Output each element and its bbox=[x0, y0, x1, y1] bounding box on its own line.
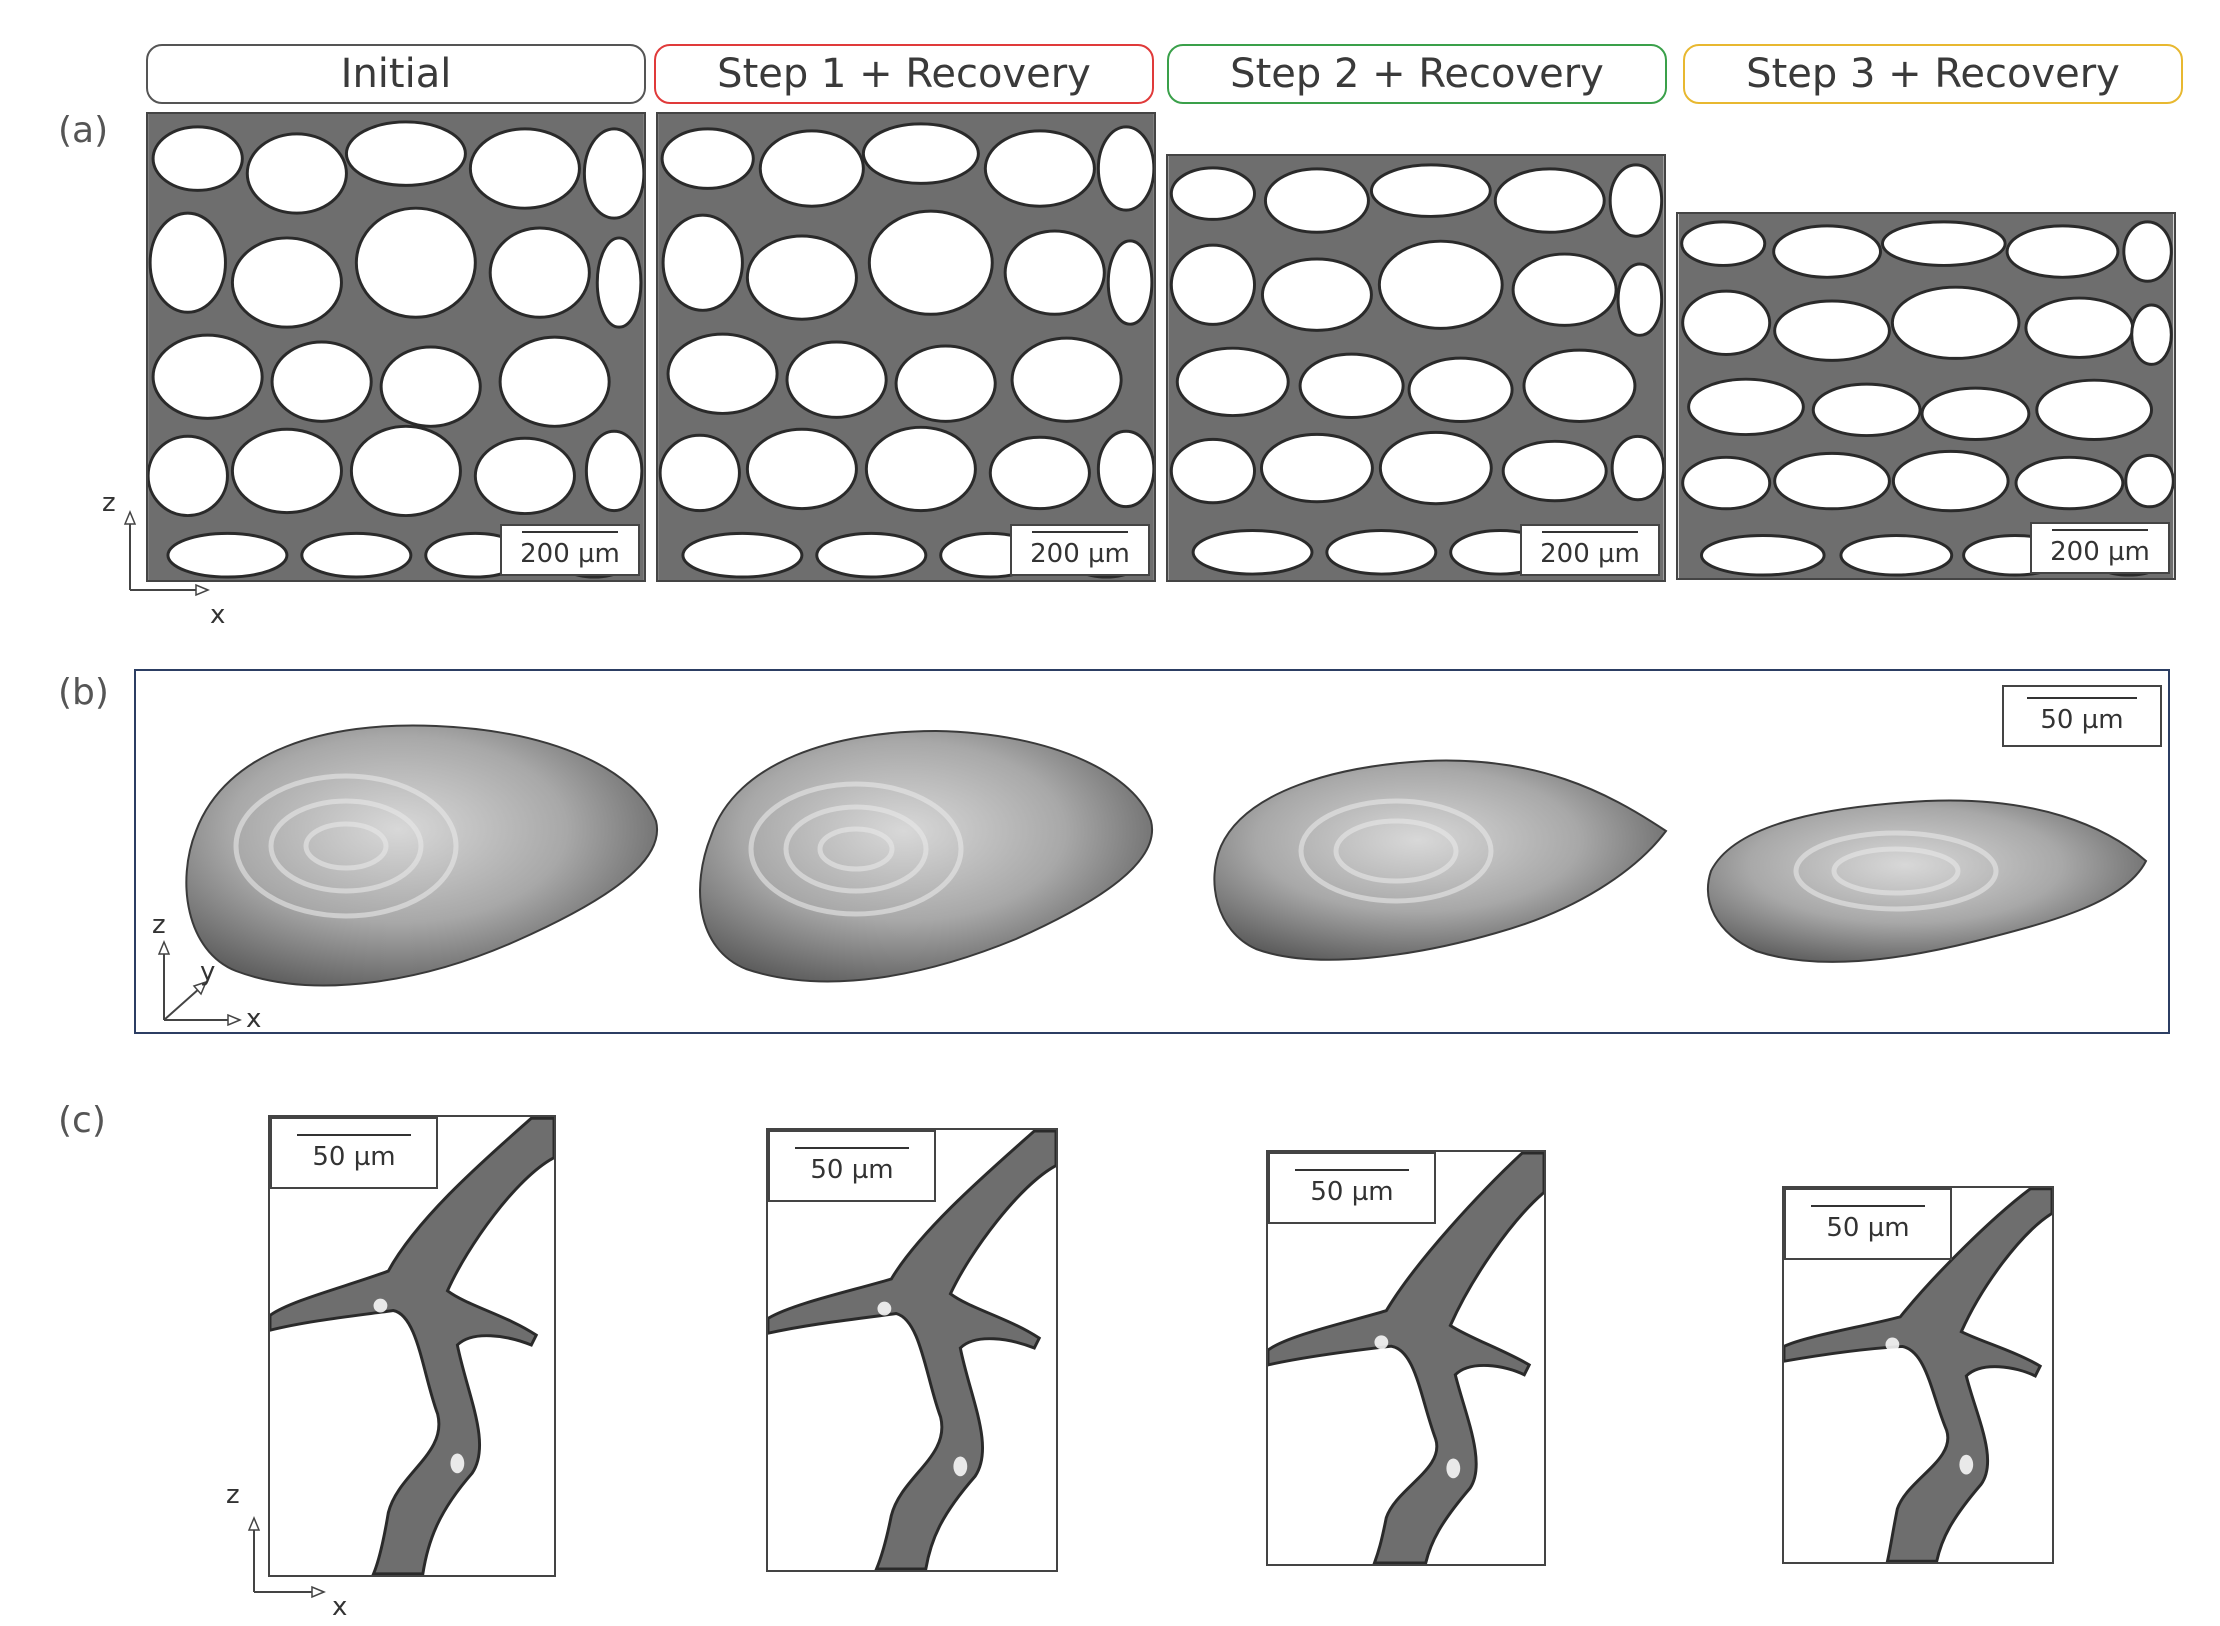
axis-y-b: y bbox=[200, 957, 216, 987]
axes-c bbox=[238, 1500, 338, 1610]
strut-panel-step1: 50 µm bbox=[766, 1128, 1058, 1572]
axis-z-a: z bbox=[102, 488, 116, 518]
scale-bar-label: 200 µm bbox=[1540, 539, 1640, 569]
scale-bar-c-step3: 50 µm bbox=[1784, 1188, 1952, 1260]
axes-b bbox=[150, 930, 260, 1030]
foam-structure-initial bbox=[148, 114, 644, 580]
scale-bar-line bbox=[522, 531, 618, 533]
axis-x-b: x bbox=[246, 1004, 262, 1034]
axes-arrows-icon bbox=[247, 1516, 326, 1599]
panel-label-a: (a) bbox=[58, 110, 109, 151]
scale-bar-label: 200 µm bbox=[520, 539, 620, 569]
axes-a bbox=[118, 490, 218, 600]
cell-step3 bbox=[1707, 799, 2148, 963]
scale-bar-line bbox=[1810, 1205, 1926, 1207]
scale-bar-label: 200 µm bbox=[1030, 539, 1130, 569]
strut-structure-initial bbox=[270, 1117, 554, 1575]
cell-3d-sequence bbox=[185, 724, 2148, 987]
scale-bar-line bbox=[1542, 531, 1638, 533]
foam-panel-step2: 200 µm bbox=[1166, 154, 1666, 582]
header-step1: Step 1 + Recovery bbox=[654, 44, 1154, 104]
axis-z-c: z bbox=[226, 1480, 240, 1510]
scale-bar-c-initial: 50 µm bbox=[270, 1117, 438, 1189]
axis-x-a: x bbox=[210, 600, 226, 630]
strut-structure-step2 bbox=[1268, 1152, 1544, 1564]
strut-structure-step3 bbox=[1784, 1188, 2052, 1562]
scale-bar-c-step2: 50 µm bbox=[1268, 1152, 1436, 1224]
header-step3: Step 3 + Recovery bbox=[1683, 44, 2183, 104]
panel-b-frame: 50 µm bbox=[134, 669, 2170, 1034]
cell-step1 bbox=[699, 729, 1154, 983]
header-step2: Step 2 + Recovery bbox=[1167, 44, 1667, 104]
cell-step2 bbox=[1213, 759, 1668, 961]
scale-bar-line bbox=[296, 1134, 412, 1136]
strut-structure-step1 bbox=[768, 1130, 1056, 1570]
scale-bar-label: 50 µm bbox=[312, 1142, 396, 1172]
foam-structure-step2 bbox=[1168, 156, 1664, 580]
scale-bar-line bbox=[1294, 1169, 1410, 1171]
cell-initial bbox=[185, 724, 659, 987]
scale-bar-line bbox=[794, 1147, 910, 1149]
scale-bar-line bbox=[1032, 531, 1128, 533]
scale-bar-initial: 200 µm bbox=[500, 524, 640, 576]
scale-bar-step2: 200 µm bbox=[1520, 524, 1660, 576]
strut-panel-step3: 50 µm bbox=[1782, 1186, 2054, 1564]
axes-arrows-icon bbox=[123, 510, 210, 597]
foam-panel-step3: 200 µm bbox=[1676, 212, 2176, 580]
scale-bar-label: 50 µm bbox=[1310, 1177, 1394, 1207]
foam-structure-step1 bbox=[658, 114, 1154, 580]
scale-bar-line bbox=[2052, 529, 2148, 531]
scale-bar-step1: 200 µm bbox=[1010, 524, 1150, 576]
axis-z-b: z bbox=[152, 910, 166, 940]
panel-label-b: (b) bbox=[58, 672, 109, 713]
foam-panel-initial: 200 µm bbox=[146, 112, 646, 582]
scale-bar-b: 50 µm bbox=[2002, 685, 2162, 747]
axes-3d-icon bbox=[157, 940, 242, 1027]
header-initial: Initial bbox=[146, 44, 646, 104]
foam-panel-step1: 200 µm bbox=[656, 112, 1156, 582]
strut-panel-step2: 50 µm bbox=[1266, 1150, 1546, 1566]
scale-bar-label: 200 µm bbox=[2050, 537, 2150, 567]
scale-bar-label: 50 µm bbox=[1826, 1213, 1910, 1243]
scale-bar-label: 50 µm bbox=[2040, 705, 2124, 735]
scale-bar-line bbox=[2027, 697, 2137, 699]
scale-bar-step3: 200 µm bbox=[2030, 522, 2170, 574]
strut-panel-initial: 50 µm bbox=[268, 1115, 556, 1577]
axis-x-c: x bbox=[332, 1592, 348, 1622]
scale-bar-label: 50 µm bbox=[810, 1155, 894, 1185]
panel-label-c: (c) bbox=[58, 1100, 106, 1141]
scale-bar-c-step1: 50 µm bbox=[768, 1130, 936, 1202]
